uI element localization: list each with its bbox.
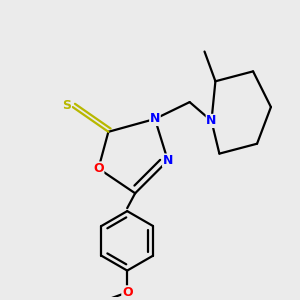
Text: O: O (122, 286, 133, 299)
Text: S: S (62, 99, 71, 112)
Text: N: N (163, 154, 173, 167)
Text: N: N (206, 114, 217, 128)
Text: O: O (93, 162, 104, 175)
Text: N: N (150, 112, 160, 125)
